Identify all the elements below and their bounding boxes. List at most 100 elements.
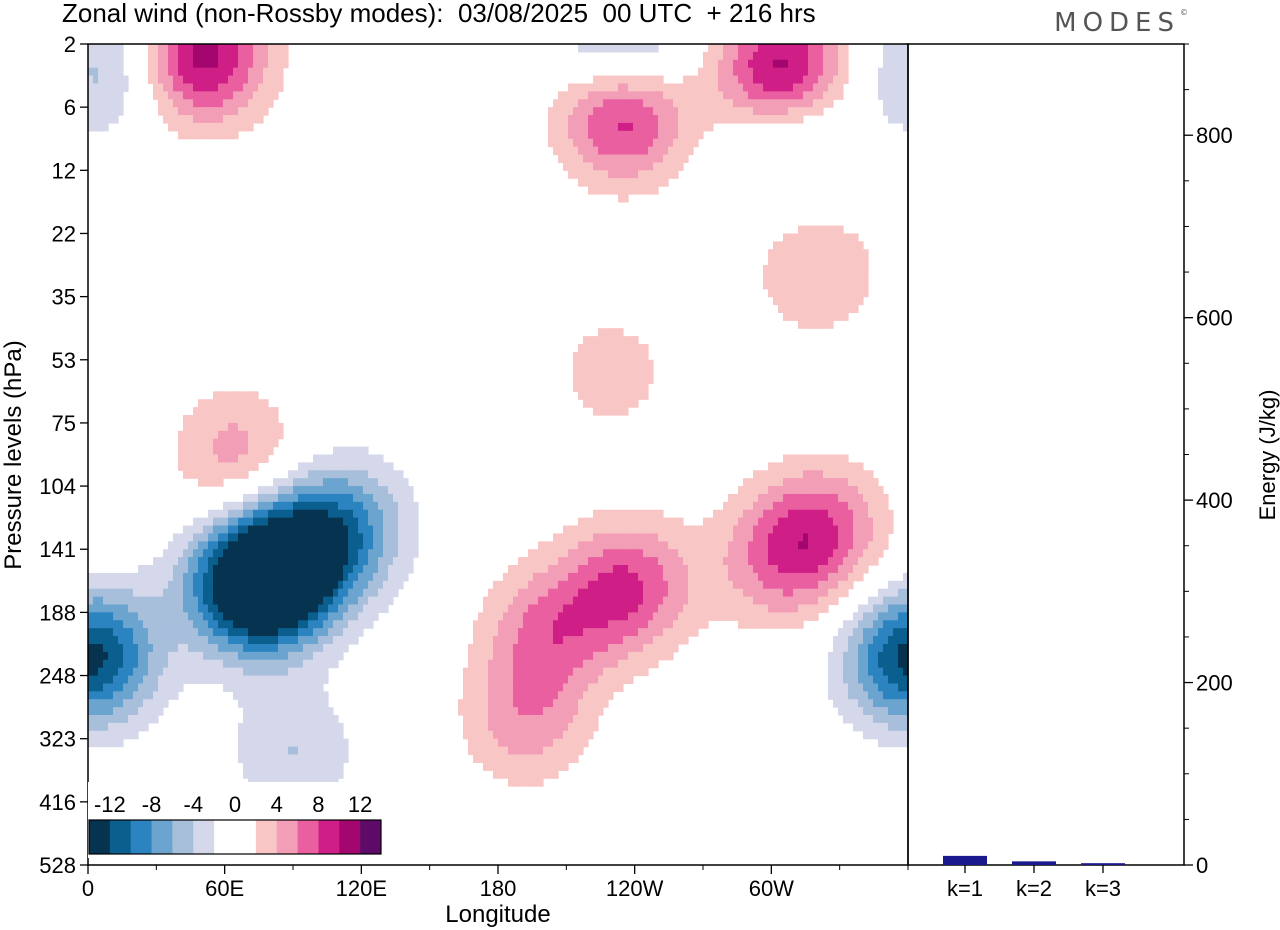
heatmap-cell xyxy=(278,636,284,645)
heatmap-cell xyxy=(783,288,789,298)
heatmap-cell xyxy=(763,91,769,100)
heatmap-cell xyxy=(238,580,244,590)
heatmap-cell xyxy=(738,572,744,582)
heatmap-cell xyxy=(738,604,744,613)
heatmap-cell xyxy=(878,83,884,92)
heatmap-cell xyxy=(783,75,789,85)
heatmap-cell xyxy=(828,486,834,495)
heatmap-cell xyxy=(238,407,244,416)
heatmap-cell xyxy=(853,478,859,487)
heatmap-cell xyxy=(768,620,774,629)
heatmap-cell xyxy=(813,596,819,606)
heatmap-cell xyxy=(763,517,769,527)
heatmap-cell xyxy=(193,596,199,606)
heatmap-cell xyxy=(678,130,684,140)
modes-logo: MODES© xyxy=(1054,8,1188,38)
heatmap-cell xyxy=(238,596,244,606)
heatmap-cell xyxy=(258,107,264,116)
heatmap-cell xyxy=(828,493,834,503)
heatmap-cell xyxy=(618,636,624,645)
heatmap-cell xyxy=(798,91,804,100)
heatmap-cell xyxy=(323,509,329,519)
heatmap-cell xyxy=(658,620,664,629)
heatmap-cell xyxy=(298,612,304,621)
heatmap-cell xyxy=(553,659,559,669)
heatmap-cell xyxy=(748,493,754,503)
heatmap-cell xyxy=(528,588,534,598)
heatmap-cell xyxy=(233,75,239,85)
heatmap-cell xyxy=(163,549,169,558)
heatmap-cell xyxy=(363,478,369,487)
heatmap-cell xyxy=(688,130,694,140)
heatmap-cell xyxy=(638,115,644,124)
heatmap-cell xyxy=(783,501,789,511)
heatmap-cell xyxy=(308,525,314,535)
heatmap-cell xyxy=(118,683,124,692)
heatmap-cell xyxy=(128,675,134,685)
heatmap-cell xyxy=(588,359,594,369)
heatmap-cell xyxy=(138,707,144,716)
heatmap-cell xyxy=(393,565,399,574)
heatmap-cell xyxy=(218,107,224,116)
heatmap-cell xyxy=(163,572,169,582)
heatmap-cell xyxy=(848,580,854,590)
heatmap-cell xyxy=(778,533,784,542)
heatmap-cell xyxy=(683,628,689,637)
heatmap-cell xyxy=(313,715,319,724)
heatmap-cell xyxy=(853,659,859,669)
heatmap-cell xyxy=(203,612,209,621)
heatmap-cell xyxy=(323,580,329,590)
heatmap-cell xyxy=(838,288,844,298)
heatmap-cell xyxy=(583,683,589,692)
heatmap-cell xyxy=(523,620,529,629)
heatmap-cell xyxy=(158,604,164,613)
heatmap-cell xyxy=(643,667,649,677)
heatmap-cell xyxy=(253,659,259,669)
heatmap-cell xyxy=(673,99,679,108)
heatmap-cell xyxy=(703,549,709,558)
heatmap-cell xyxy=(783,557,789,566)
heatmap-cell xyxy=(103,59,109,69)
heatmap-cell xyxy=(248,699,254,708)
heatmap-cell xyxy=(283,541,289,550)
heatmap-cell xyxy=(263,572,269,582)
heatmap-cell xyxy=(318,486,324,495)
heatmap-cell xyxy=(618,99,624,108)
heatmap-cell xyxy=(133,715,139,724)
heatmap-cell xyxy=(863,628,869,637)
heatmap-cell xyxy=(498,699,504,708)
heatmap-cell xyxy=(398,572,404,582)
heatmap-cell xyxy=(783,257,789,266)
heatmap-cell xyxy=(193,612,199,621)
heatmap-cell xyxy=(213,612,219,621)
heatmap-cell xyxy=(903,115,908,124)
heatmap-cell xyxy=(548,580,554,590)
heatmap-cell xyxy=(93,59,99,69)
heatmap-cell xyxy=(243,667,249,677)
heatmap-cell xyxy=(823,304,829,313)
heatmap-cell xyxy=(118,675,124,685)
heatmap-cell xyxy=(818,51,824,61)
heatmap-cell xyxy=(793,470,799,479)
heatmap-cell xyxy=(258,99,264,108)
heatmap-cell xyxy=(93,643,99,653)
heatmap-cell xyxy=(188,438,194,448)
heatmap-cell xyxy=(848,501,854,511)
heatmap-cell xyxy=(528,707,534,716)
heatmap-cell xyxy=(628,525,634,535)
heatmap-cell xyxy=(863,470,869,479)
heatmap-cell xyxy=(333,454,339,463)
heatmap-cell xyxy=(213,122,219,132)
heatmap-cell xyxy=(558,699,564,708)
heatmap-cell xyxy=(283,596,289,606)
heatmap-cell xyxy=(173,643,179,653)
heatmap-cell xyxy=(328,596,334,606)
heatmap-cell xyxy=(868,509,874,519)
heatmap-cell xyxy=(658,517,664,527)
heatmap-cell xyxy=(553,683,559,692)
heatmap-cell xyxy=(628,343,634,353)
heatmap-cell xyxy=(798,525,804,535)
heatmap-cell xyxy=(828,517,834,527)
heatmap-cell xyxy=(593,359,599,369)
heatmap-cell xyxy=(478,636,484,645)
